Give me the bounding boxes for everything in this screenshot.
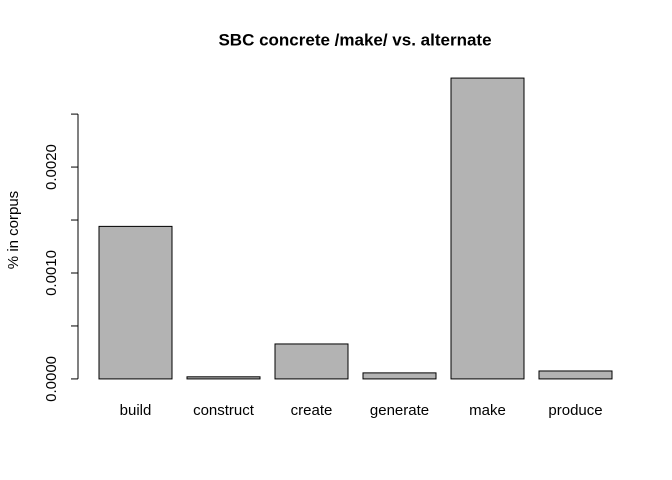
bar [450,77,525,380]
x-tick-label: generate [370,402,429,419]
y-tick-label: 0.0000 [43,356,60,402]
bar [98,225,173,380]
y-axis-label: % in corpus [5,191,22,269]
y-tick-label: 0.0010 [43,250,60,296]
bar [362,372,437,380]
x-tick-label: construct [193,402,255,419]
y-tick-label: 0.0020 [43,144,60,190]
bar [538,370,613,380]
x-tick-label: produce [548,402,602,419]
bar [186,376,261,380]
x-tick-label: build [120,402,152,419]
x-tick-label: create [291,402,333,419]
chart-title: SBC concrete /make/ vs. alternate [218,30,491,49]
bar [274,343,349,380]
x-tick-label: make [469,402,506,419]
